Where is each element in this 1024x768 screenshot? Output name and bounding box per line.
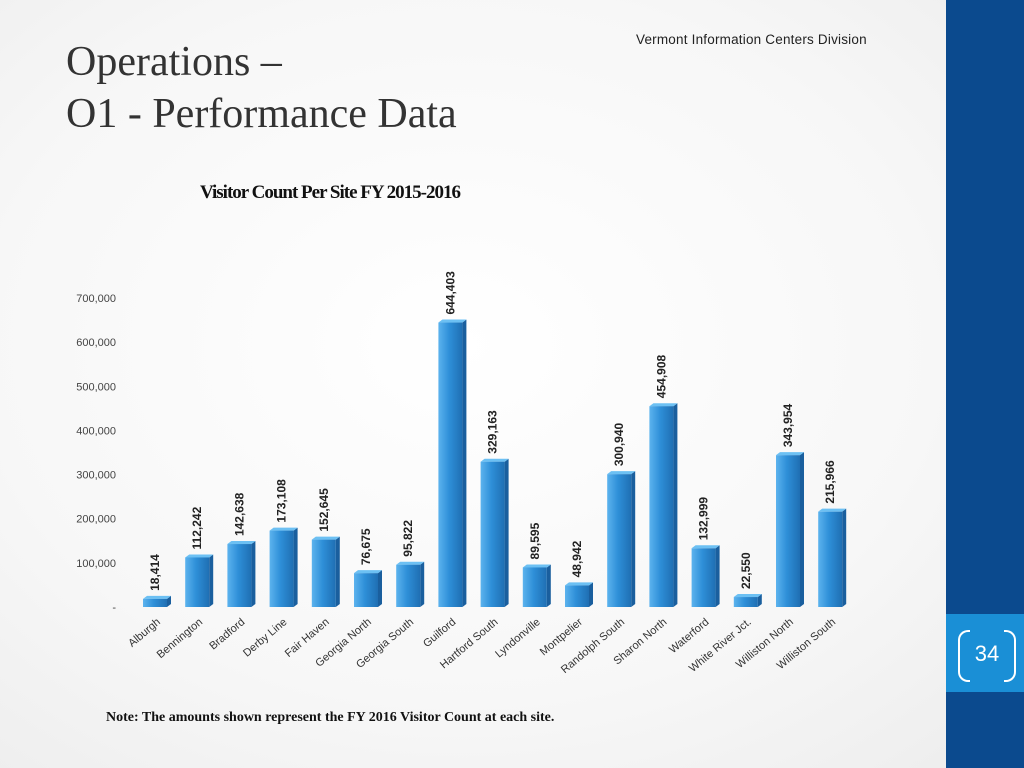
bar-side [462, 319, 467, 607]
y-tick-label: - [112, 602, 116, 614]
bar-side [715, 545, 720, 607]
data-label: 173,108 [275, 479, 289, 523]
bar-side [504, 458, 509, 607]
bar [438, 322, 463, 607]
bar-top [143, 595, 171, 599]
bar-top [227, 541, 256, 545]
y-tick-label: 200,000 [76, 514, 116, 526]
data-label: 132,999 [697, 497, 711, 541]
bar-side [251, 541, 256, 607]
bar [185, 557, 210, 607]
bar [818, 511, 843, 607]
y-tick-label: 400,000 [76, 425, 116, 437]
data-label: 644,403 [443, 271, 457, 315]
bar-top [649, 403, 678, 407]
bar-top [396, 561, 425, 565]
bar-side [378, 570, 382, 607]
bar [227, 544, 252, 607]
chart-title: Visitor Count Per Site FY 2015-2016 [199, 182, 461, 203]
bar [733, 597, 758, 607]
title-line-1: Operations – [66, 39, 282, 85]
category-label: Guilford [421, 616, 458, 650]
bar-top [438, 319, 467, 323]
bar-top [565, 582, 593, 586]
bar-side [209, 554, 214, 607]
data-label: 48,942 [570, 540, 584, 577]
data-label: 89,595 [528, 522, 542, 559]
bar-top [522, 564, 551, 568]
data-label: 454,908 [654, 354, 668, 398]
data-label: 22,550 [739, 552, 753, 589]
data-label: 76,675 [359, 528, 373, 565]
bar-top [185, 554, 214, 558]
data-label: 343,954 [781, 403, 795, 447]
bar-top [776, 452, 804, 456]
data-label: 112,242 [190, 506, 204, 549]
bar [691, 548, 716, 607]
footnote: Note: The amounts shown represent the FY… [106, 710, 555, 725]
bar [354, 573, 378, 607]
category-label: Bradford [207, 616, 247, 652]
bar-side [757, 594, 762, 607]
category-label: Bennington [155, 616, 205, 661]
title-line-2: O1 - Performance Data [66, 91, 457, 137]
data-label: 300,940 [612, 422, 626, 466]
bar-side [800, 452, 804, 607]
bar [311, 539, 336, 607]
bar-top [269, 527, 298, 531]
bar [269, 530, 294, 607]
bar-side [546, 564, 551, 607]
bar-top [480, 458, 509, 462]
bar-side [842, 508, 847, 607]
y-tick-label: 500,000 [76, 381, 116, 393]
bar-side [589, 582, 593, 607]
bar-side [335, 536, 340, 607]
org-header: Vermont Information Centers Division [636, 32, 867, 47]
data-label: 329,163 [486, 410, 500, 454]
category-label: Alburgh [126, 616, 163, 650]
y-tick-label: 100,000 [76, 558, 116, 570]
y-tick-label: 300,000 [76, 470, 116, 482]
bar-top [818, 508, 847, 512]
data-label: 142,638 [232, 492, 246, 536]
y-tick-label: 600,000 [76, 337, 116, 349]
bar-top [354, 570, 382, 574]
data-label: 215,966 [823, 460, 837, 504]
bracket-right [1004, 630, 1016, 682]
y-tick-label: 700,000 [76, 293, 116, 305]
bar [649, 406, 674, 607]
bar [776, 455, 800, 607]
bar-side [631, 471, 636, 607]
page-number: 34 [974, 641, 1000, 666]
bar-top [733, 594, 762, 598]
page-number-box: 34 [958, 630, 1016, 682]
bar-chart: - 100,000 200,000 300,000 400,000 500,000 600,… [76, 271, 847, 676]
bar-side [420, 561, 425, 607]
bar-side [673, 403, 678, 607]
bar [396, 564, 421, 607]
data-label: 95,822 [401, 520, 415, 557]
bar [565, 585, 589, 607]
category-label: Lyndonville [493, 616, 543, 660]
data-label: 152,645 [317, 488, 331, 532]
bar-top [311, 536, 340, 540]
slide-title: Operations – O1 - Performance Data [66, 36, 457, 140]
bar [143, 598, 167, 607]
category-label: Derby Line [241, 616, 289, 659]
bar-side [293, 527, 298, 607]
bar [480, 461, 505, 607]
bar [522, 567, 547, 607]
bar-side [167, 595, 171, 607]
bar-top [691, 545, 720, 549]
bar-top [607, 471, 636, 475]
bar [607, 474, 632, 607]
data-label: 18,414 [148, 554, 162, 591]
bracket-left [958, 630, 970, 682]
